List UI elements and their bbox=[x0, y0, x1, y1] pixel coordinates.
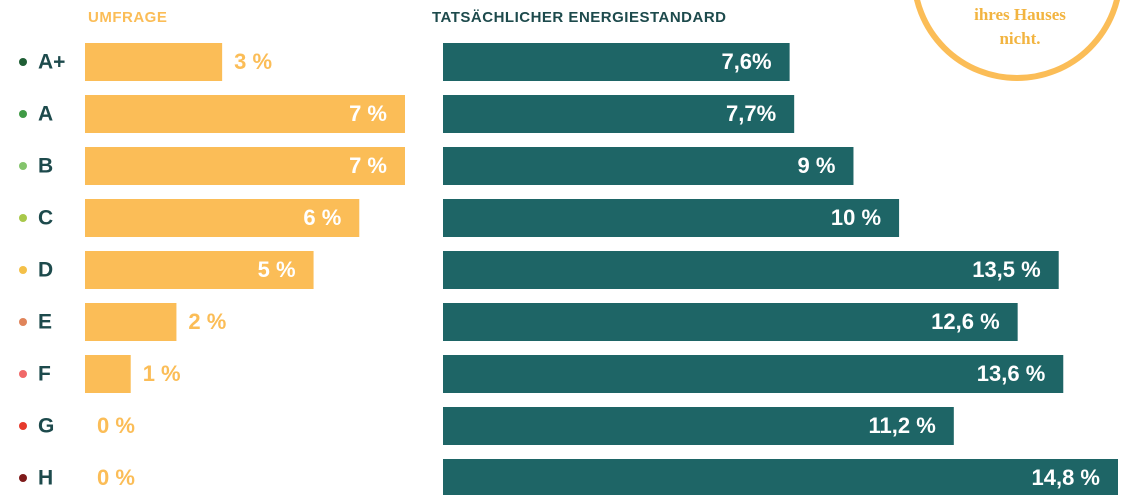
category-label: G bbox=[38, 415, 54, 438]
bar bbox=[85, 251, 314, 289]
category-label: D bbox=[38, 259, 53, 282]
category-dot bbox=[19, 370, 27, 378]
bar bbox=[443, 147, 854, 185]
value-label: 13,5 % bbox=[972, 257, 1041, 282]
value-label: 7,7% bbox=[726, 101, 776, 126]
value-label: 5 % bbox=[258, 257, 296, 282]
value-label: 7 % bbox=[349, 101, 387, 126]
chart-title: UMFRAGE bbox=[88, 9, 167, 26]
value-label: 10 % bbox=[831, 205, 881, 230]
bar bbox=[85, 43, 223, 81]
value-label: 11,2 % bbox=[869, 413, 936, 438]
category-dot bbox=[19, 58, 27, 66]
category-dot bbox=[19, 266, 27, 274]
value-label: 3 % bbox=[234, 49, 272, 74]
category-label: F bbox=[38, 363, 51, 386]
value-label: 9 % bbox=[798, 153, 836, 178]
category-label: C bbox=[38, 207, 53, 230]
bar bbox=[85, 147, 405, 185]
category-label: A bbox=[38, 103, 53, 126]
category-label: H bbox=[38, 467, 53, 490]
callout-circle bbox=[914, 0, 1120, 81]
bar bbox=[443, 407, 954, 445]
bar bbox=[443, 251, 1059, 289]
bar bbox=[85, 95, 405, 133]
category-dot bbox=[19, 422, 27, 430]
bar bbox=[443, 199, 900, 237]
category-label: E bbox=[38, 311, 52, 334]
bar bbox=[443, 43, 790, 81]
value-label: 2 % bbox=[188, 309, 226, 334]
category-label: A+ bbox=[38, 51, 65, 74]
value-label: 12,6 % bbox=[931, 309, 1000, 334]
value-label: 6 % bbox=[303, 205, 341, 230]
bar bbox=[85, 303, 177, 341]
category-dot bbox=[19, 474, 27, 482]
value-label: 1 % bbox=[143, 361, 181, 386]
category-dot bbox=[19, 162, 27, 170]
value-label: 7,6% bbox=[721, 49, 771, 74]
annotation: ihres Hauses bbox=[974, 5, 1066, 24]
bar bbox=[85, 199, 360, 237]
chart-title: TATSÄCHLICHER ENERGIESTANDARD bbox=[432, 9, 727, 26]
category-dot bbox=[19, 214, 27, 222]
value-label: 0 % bbox=[97, 465, 135, 490]
category-label: B bbox=[38, 155, 53, 178]
category-dot bbox=[19, 318, 27, 326]
bar bbox=[443, 459, 1118, 495]
value-label: 13,6 % bbox=[977, 361, 1046, 386]
annotation: nicht. bbox=[999, 29, 1040, 48]
value-label: 14,8 % bbox=[1032, 465, 1101, 490]
value-label: 7 % bbox=[349, 153, 387, 178]
category-dot bbox=[19, 110, 27, 118]
bar bbox=[443, 303, 1018, 341]
bar bbox=[443, 355, 1064, 393]
value-label: 0 % bbox=[97, 413, 135, 438]
bar bbox=[85, 355, 131, 393]
bar bbox=[443, 95, 795, 133]
